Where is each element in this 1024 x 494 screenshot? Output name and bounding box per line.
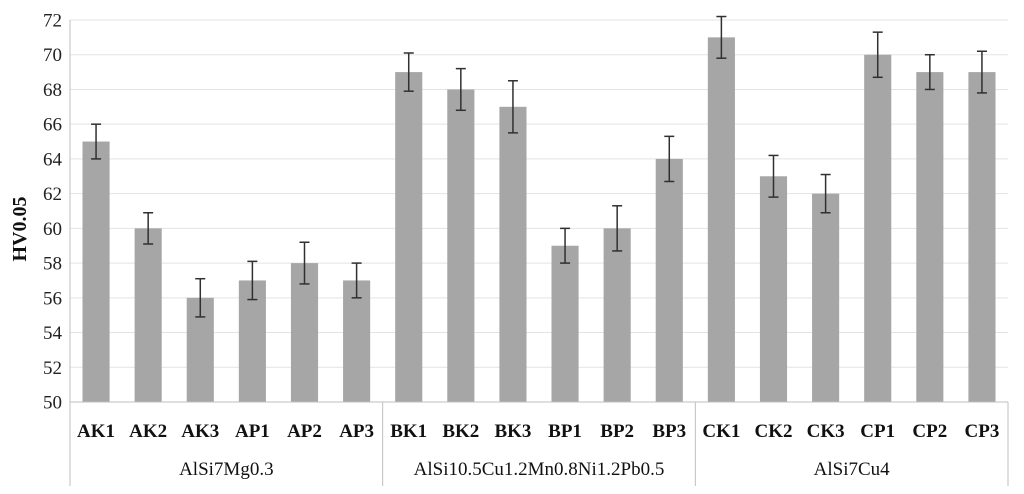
error-bar: [612, 205, 623, 252]
bar-bp2: [603, 228, 631, 402]
error-bar: [247, 260, 258, 301]
category-label: CP3: [965, 421, 1000, 442]
bar-bp1: [551, 245, 579, 402]
category-label: BK3: [494, 421, 531, 442]
gridlines: [70, 19, 1008, 368]
bar-bk1: [395, 72, 423, 402]
y-tick-label: 50: [43, 393, 62, 414]
category-label: CP2: [912, 421, 947, 442]
bar-cp3: [968, 72, 996, 402]
category-label: CK1: [702, 421, 740, 442]
error-bar: [820, 173, 831, 214]
error-bar: [195, 277, 206, 318]
group-label: AlSi10.5Cu1.2Mn0.8Ni1.2Pb0.5: [414, 459, 665, 480]
error-bars: [91, 15, 987, 318]
group-label: AlSi7Cu4: [814, 459, 891, 480]
category-label: AP2: [287, 421, 322, 442]
y-tick-label: 60: [43, 219, 62, 240]
error-bar: [507, 80, 518, 134]
y-tick-labels: 50 52 54 56 58 60 62 64 66 68 70 72: [43, 11, 63, 414]
group-labels: AlSi7Mg0.3 AlSi10.5Cu1.2Mn0.8Ni1.2Pb0.5 Al…: [179, 459, 890, 480]
bar-cp2: [916, 72, 944, 402]
y-tick-label: 68: [43, 80, 62, 101]
y-tick-label: 58: [43, 254, 62, 275]
bar-ck1: [707, 37, 735, 402]
category-label: AK1: [77, 421, 115, 442]
bar-ap2: [290, 263, 319, 402]
bar-ap1: [238, 280, 266, 402]
y-tick-label: 62: [43, 184, 62, 205]
bar-cp1: [864, 54, 892, 403]
category-label: AK3: [181, 421, 219, 442]
y-tick-label: 64: [43, 149, 63, 170]
category-label: CK2: [755, 421, 793, 442]
y-tick-label: 54: [43, 323, 63, 344]
error-bar: [143, 211, 154, 245]
error-bar: [455, 67, 466, 112]
bar-ak2: [134, 228, 162, 402]
y-tick-label: 70: [43, 45, 62, 66]
error-bar: [976, 50, 987, 94]
error-bar: [924, 53, 935, 91]
error-bar: [403, 52, 414, 92]
category-label: CP1: [860, 421, 895, 442]
category-label: CK3: [807, 421, 845, 442]
category-label: AK2: [129, 421, 167, 442]
category-label: BP3: [652, 421, 686, 442]
category-label: BK1: [390, 421, 427, 442]
y-axis-title: HV0.05: [9, 197, 31, 262]
error-bar: [664, 135, 675, 183]
bars: [82, 37, 996, 403]
category-labels: AK1 AK2 AK3 AP1 AP2 AP3 BK1 BK2 BK3 BP1 BP2 BP3 CK1 C…: [77, 421, 999, 442]
error-bar: [560, 227, 571, 264]
bar-ck3: [812, 193, 840, 402]
error-bar: [91, 123, 102, 160]
bar-ap3: [343, 280, 371, 402]
category-label: BP1: [548, 421, 582, 442]
error-bar: [351, 262, 362, 299]
y-tick-label: 66: [43, 115, 62, 136]
error-bar: [716, 15, 727, 59]
bar-ak1: [82, 141, 110, 402]
bar-bk3: [499, 106, 527, 403]
y-tick-label: 72: [43, 11, 62, 32]
group-label: AlSi7Mg0.3: [179, 459, 274, 480]
bar-bk2: [447, 89, 475, 403]
bar-ck2: [759, 176, 788, 402]
category-label: BK2: [442, 421, 479, 442]
y-tick-label: 56: [43, 288, 62, 309]
category-label: AP3: [339, 421, 374, 442]
bar-bp3: [655, 158, 683, 402]
y-tick-label: 52: [43, 358, 62, 379]
category-label: AP1: [235, 421, 270, 442]
error-bar: [872, 31, 883, 79]
error-bar: [299, 241, 310, 285]
error-bar: [768, 154, 779, 198]
axes: [69, 20, 1009, 486]
category-label: BP2: [600, 421, 634, 442]
